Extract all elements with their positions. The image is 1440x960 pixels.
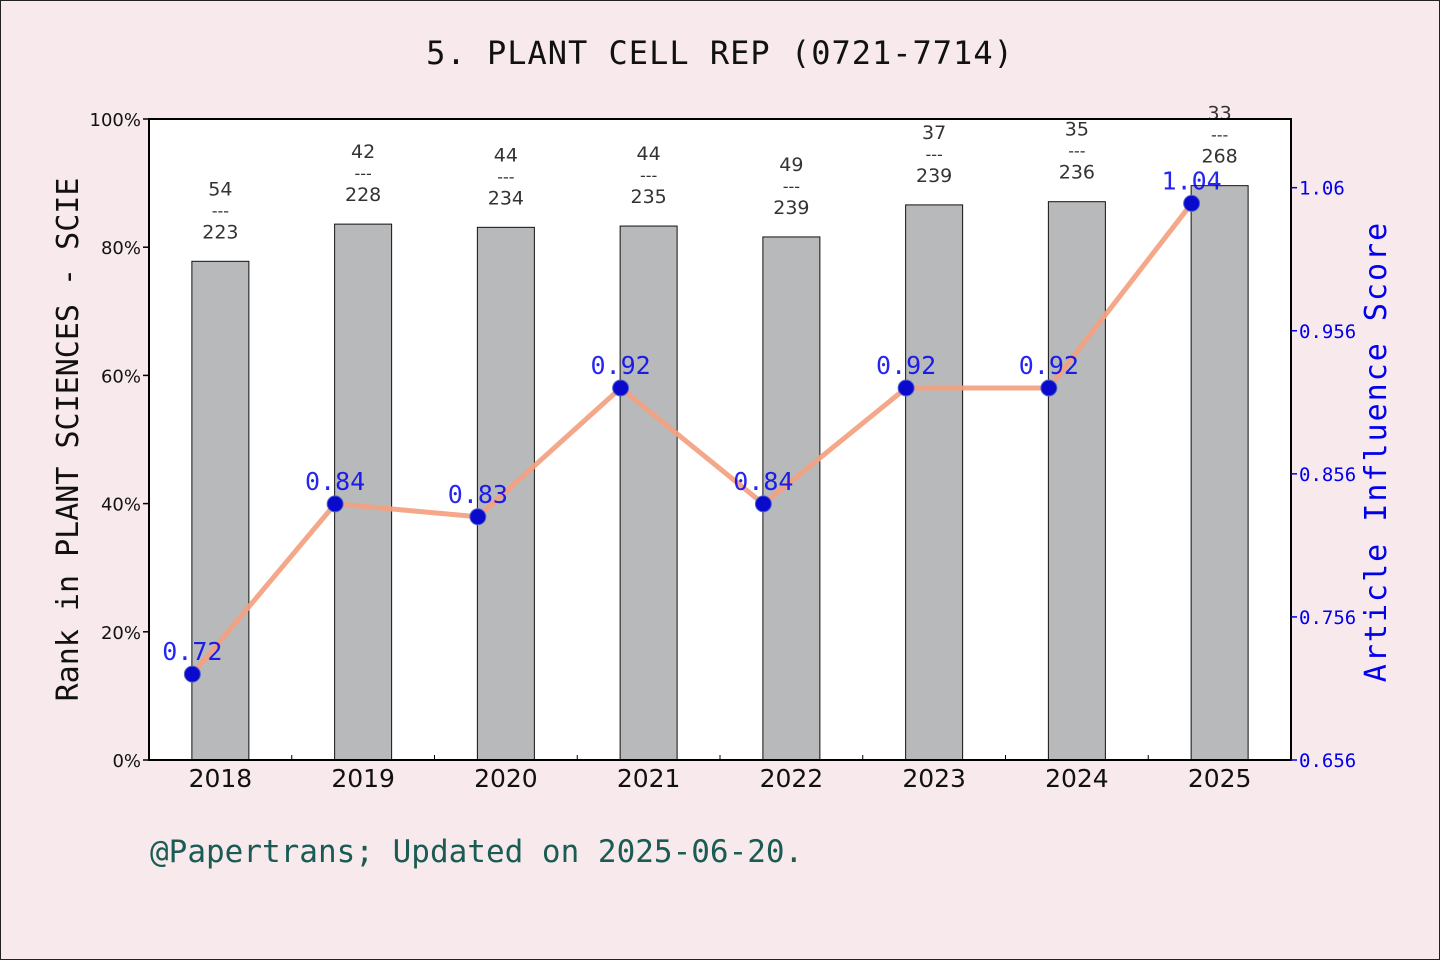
point-2018 — [183, 665, 201, 683]
bar-label-sep-2018: --- — [212, 201, 229, 220]
plot-area — [149, 119, 1291, 760]
bar-label-rank-2021: 44 — [637, 143, 661, 165]
y-tick-label: 80% — [101, 238, 141, 259]
y2-tick-label: 0.756 — [1299, 607, 1356, 629]
bar-2019 — [334, 223, 393, 761]
bar-label-rank-2024: 35 — [1065, 119, 1089, 141]
y-tick-label: 60% — [101, 366, 141, 387]
bar-label-rank-2025: 33 — [1208, 103, 1232, 125]
influence-line — [190, 201, 1194, 676]
bar-label-total-2021: 235 — [630, 186, 666, 208]
y2-tick-label: 0.956 — [1299, 321, 1356, 343]
point-2024 — [1040, 379, 1058, 397]
bar-label-total-2022: 239 — [773, 197, 809, 219]
bar-2021 — [619, 225, 678, 761]
y2-tick-label: 0.656 — [1299, 750, 1356, 772]
x-tick-label: 2021 — [617, 764, 681, 793]
point-label-2025: 1.04 — [1162, 166, 1222, 195]
bar-2024 — [1047, 201, 1106, 761]
bar-2023 — [905, 204, 964, 761]
bar-label-rank-2022: 49 — [779, 154, 803, 176]
point-label-2020: 0.83 — [448, 480, 508, 509]
point-label-2024: 0.92 — [1019, 351, 1079, 380]
point-2019 — [326, 495, 344, 513]
point-label-2018: 0.72 — [162, 637, 222, 666]
bar-label-total-2018: 223 — [202, 221, 238, 243]
bar-label-total-2019: 228 — [345, 184, 381, 206]
point-label-2021: 0.92 — [591, 351, 651, 380]
y2-tick-label: 1.06 — [1299, 178, 1345, 200]
bar-label-rank-2018: 54 — [208, 178, 232, 200]
bar-label-rank-2020: 44 — [494, 144, 518, 166]
y-tick-label: 20% — [101, 623, 141, 644]
bar-label-total-2020: 234 — [488, 187, 524, 209]
bar-label-sep-2019: --- — [354, 164, 371, 183]
bar-label-sep-2020: --- — [497, 167, 514, 186]
bar-label-total-2025: 268 — [1201, 146, 1237, 168]
bar-label-total-2024: 236 — [1059, 162, 1095, 184]
x-tick-label: 2018 — [189, 764, 253, 793]
point-2020 — [469, 508, 487, 526]
y-tick-label: 100% — [90, 110, 141, 131]
x-tick-label: 2020 — [474, 764, 538, 793]
y-axis-title: Rank in PLANT SCIENCES - SCIE — [51, 178, 86, 702]
footer-note: @Papertrans; Updated on 2025-06-20. — [150, 834, 804, 870]
x-tick-label: 2024 — [1045, 764, 1109, 793]
bar-label-sep-2024: --- — [1068, 142, 1085, 161]
bar-2018 — [191, 260, 250, 761]
bar-label-sep-2023: --- — [925, 145, 942, 164]
point-2025 — [1183, 194, 1201, 212]
y2-axis-title: Article Influence Score — [1359, 221, 1394, 682]
point-label-2023: 0.92 — [876, 351, 936, 380]
bar-label-rank-2019: 42 — [351, 141, 375, 163]
bar-label-total-2023: 239 — [916, 165, 952, 187]
y-tick-label: 40% — [101, 495, 141, 516]
bar-label-sep-2021: --- — [640, 166, 657, 185]
y2-tick-label: 0.856 — [1299, 464, 1356, 486]
x-tick-label: 2023 — [902, 764, 966, 793]
chart-title: 5. PLANT CELL REP (0721-7714) — [426, 34, 1014, 72]
bar-label-sep-2025: --- — [1211, 126, 1228, 145]
x-tick-label: 2025 — [1188, 764, 1252, 793]
bar-2025 — [1190, 185, 1249, 761]
point-2022 — [754, 495, 772, 513]
point-2023 — [897, 379, 915, 397]
y-tick-label: 0% — [112, 751, 141, 772]
point-label-2022: 0.84 — [733, 467, 793, 496]
x-tick-label: 2022 — [760, 764, 824, 793]
point-label-2019: 0.84 — [305, 467, 365, 496]
x-tick-label: 2019 — [331, 764, 395, 793]
bar-label-rank-2023: 37 — [922, 122, 946, 144]
bar-label-sep-2022: --- — [783, 177, 800, 196]
point-2021 — [612, 379, 630, 397]
